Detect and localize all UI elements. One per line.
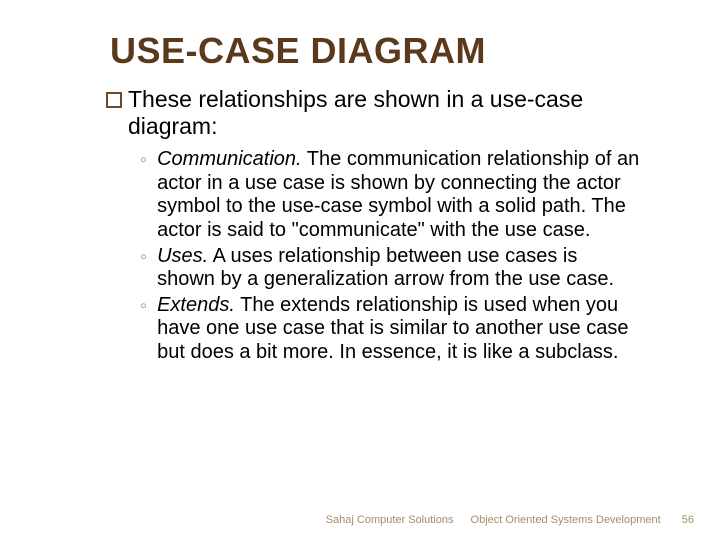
main-bullet-text: These relationships are shown in a use-c… [128, 86, 670, 140]
slide-title: USE-CASE DIAGRAM [110, 30, 670, 72]
sub-bullet-list: ◦ Communication. The communication relat… [140, 148, 640, 364]
sub-item-body: A uses relationship between use cases is… [157, 245, 614, 291]
footer-course: Object Oriented Systems Development [471, 514, 661, 526]
sub-item-term: Extends. [157, 294, 235, 316]
sub-item-text: Extends. The extends relationship is use… [157, 294, 640, 365]
ring-bullet-icon: ◦ [140, 148, 147, 172]
square-bullet-icon [106, 92, 122, 108]
sub-item-term: Communication. [157, 148, 302, 170]
ring-bullet-icon: ◦ [140, 245, 147, 269]
list-item: ◦ Extends. The extends relationship is u… [140, 294, 640, 365]
list-item: ◦ Uses. A uses relationship between use … [140, 245, 640, 292]
list-item: ◦ Communication. The communication relat… [140, 148, 640, 242]
slide-container: USE-CASE DIAGRAM These relationships are… [0, 0, 720, 540]
sub-item-text: Uses. A uses relationship between use ca… [157, 245, 640, 292]
slide-footer: Sahaj Computer Solutions Object Oriented… [326, 514, 694, 526]
sub-item-term: Uses. [157, 245, 208, 267]
footer-org: Sahaj Computer Solutions [326, 514, 454, 526]
sub-item-text: Communication. The communication relatio… [157, 148, 640, 242]
ring-bullet-icon: ◦ [140, 294, 147, 318]
page-number: 56 [682, 514, 694, 526]
main-bullet-row: These relationships are shown in a use-c… [106, 86, 670, 140]
